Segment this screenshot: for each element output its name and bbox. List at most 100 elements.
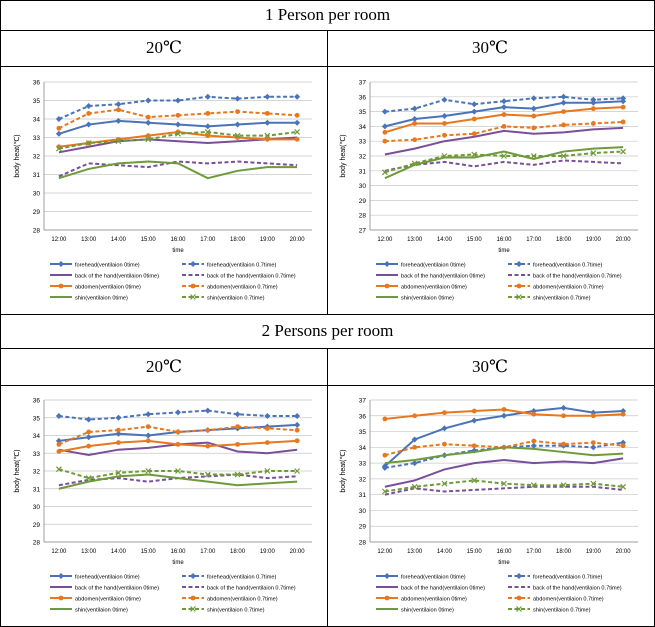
data-point (441, 425, 448, 432)
data-point (145, 114, 151, 120)
data-point (205, 427, 211, 433)
x-tick-label: 12:00 (51, 549, 67, 555)
data-point (590, 480, 597, 487)
series-line (58, 160, 298, 180)
data-point (590, 121, 596, 126)
data-point (531, 113, 537, 119)
data-point (234, 121, 241, 128)
legend-marker (384, 595, 390, 601)
series-line (384, 446, 624, 465)
data-point (441, 153, 448, 159)
x-tick-label: 19:00 (586, 237, 602, 243)
data-point (590, 106, 596, 112)
y-tick-label: 30 (359, 183, 367, 190)
data-point (501, 98, 507, 105)
data-point (381, 488, 388, 495)
data-point (234, 411, 241, 418)
data-point (86, 111, 92, 116)
data-point (382, 129, 388, 135)
data-point (501, 412, 507, 419)
legend-marker (190, 261, 196, 267)
data-point (175, 429, 181, 435)
data-point (235, 424, 240, 430)
panel-title-1-left: 20℃ (145, 38, 183, 57)
y-tick-label: 28 (33, 228, 41, 235)
data-point (441, 480, 448, 487)
y-tick-label: 35 (359, 429, 367, 436)
data-point (382, 452, 388, 458)
data-point (264, 136, 270, 142)
data-point (442, 441, 447, 447)
data-point (86, 443, 92, 449)
data-point (55, 466, 62, 473)
data-point (412, 137, 418, 143)
data-point (85, 475, 92, 482)
legend-marker (384, 283, 390, 289)
legend-label: shin(ventilaion 0time) (75, 295, 128, 301)
legend-label: abdomen(ventilaion 0.7time) (207, 596, 278, 602)
y-tick-label: 36 (359, 413, 367, 420)
legend-label: forehead(ventilaion 0time) (75, 262, 140, 268)
data-point (116, 440, 121, 445)
data-point (175, 97, 181, 104)
series-line (384, 159, 624, 172)
x-tick-label: 14:00 (111, 549, 127, 555)
data-point (175, 130, 181, 137)
data-point (561, 122, 566, 128)
y-tick-label: 37 (359, 398, 367, 405)
legend-label: forehead(ventilaion 0.7time) (207, 574, 276, 580)
data-point (294, 112, 300, 118)
data-point (620, 95, 627, 102)
y-tick-label: 28 (359, 540, 367, 547)
data-point (55, 130, 62, 137)
data-point (116, 427, 121, 433)
x-tick-label: 18:00 (556, 549, 572, 555)
data-point (590, 444, 597, 451)
data-point (264, 412, 271, 419)
data-point (85, 121, 92, 128)
legend-marker (384, 573, 390, 579)
table-divider-upper (327, 30, 328, 314)
data-point (294, 136, 300, 142)
y-tick-label: 34 (33, 117, 41, 124)
legend-label: shin(ventilaion 0time) (401, 295, 454, 301)
data-point (85, 434, 92, 441)
legend-label: forehead(ventilaion 0time) (401, 574, 466, 580)
data-point (205, 133, 211, 139)
data-point (560, 482, 567, 489)
data-point (531, 411, 537, 417)
x-tick-label: 20:00 (290, 237, 306, 243)
data-point (560, 404, 567, 411)
data-point (204, 93, 211, 100)
data-point (56, 125, 62, 131)
legend-label: forehead(ventilaion 0time) (401, 262, 466, 268)
y-tick-label: 28 (359, 213, 367, 220)
data-point (471, 101, 478, 108)
data-point (145, 468, 152, 474)
data-point (501, 153, 507, 159)
data-point (441, 96, 448, 103)
data-point (85, 103, 92, 110)
data-point (471, 477, 478, 484)
y-tick-label: 29 (33, 522, 41, 529)
legend-label: back of the hand(ventilaion 0time) (401, 585, 485, 591)
legend-label: back of the hand(ventilaion 0time) (75, 273, 159, 279)
x-tick-label: 13:00 (407, 237, 423, 243)
section-title-1: 1 Person per room (264, 5, 391, 24)
y-tick-label: 36 (33, 398, 41, 405)
y-tick-label: 31 (359, 492, 367, 499)
data-point (620, 104, 626, 110)
data-point (175, 121, 181, 128)
data-point (442, 132, 447, 138)
data-point (620, 411, 626, 417)
data-point (381, 169, 388, 176)
legend-marker (516, 283, 522, 289)
data-point (264, 426, 270, 431)
data-point (85, 140, 92, 146)
y-tick-label: 31 (359, 168, 367, 175)
x-tick-label: 15:00 (141, 549, 157, 555)
y-tick-label: 31 (33, 486, 41, 493)
data-point (204, 471, 211, 478)
x-tick-label: 15:00 (467, 549, 483, 555)
legend-marker (516, 606, 522, 612)
